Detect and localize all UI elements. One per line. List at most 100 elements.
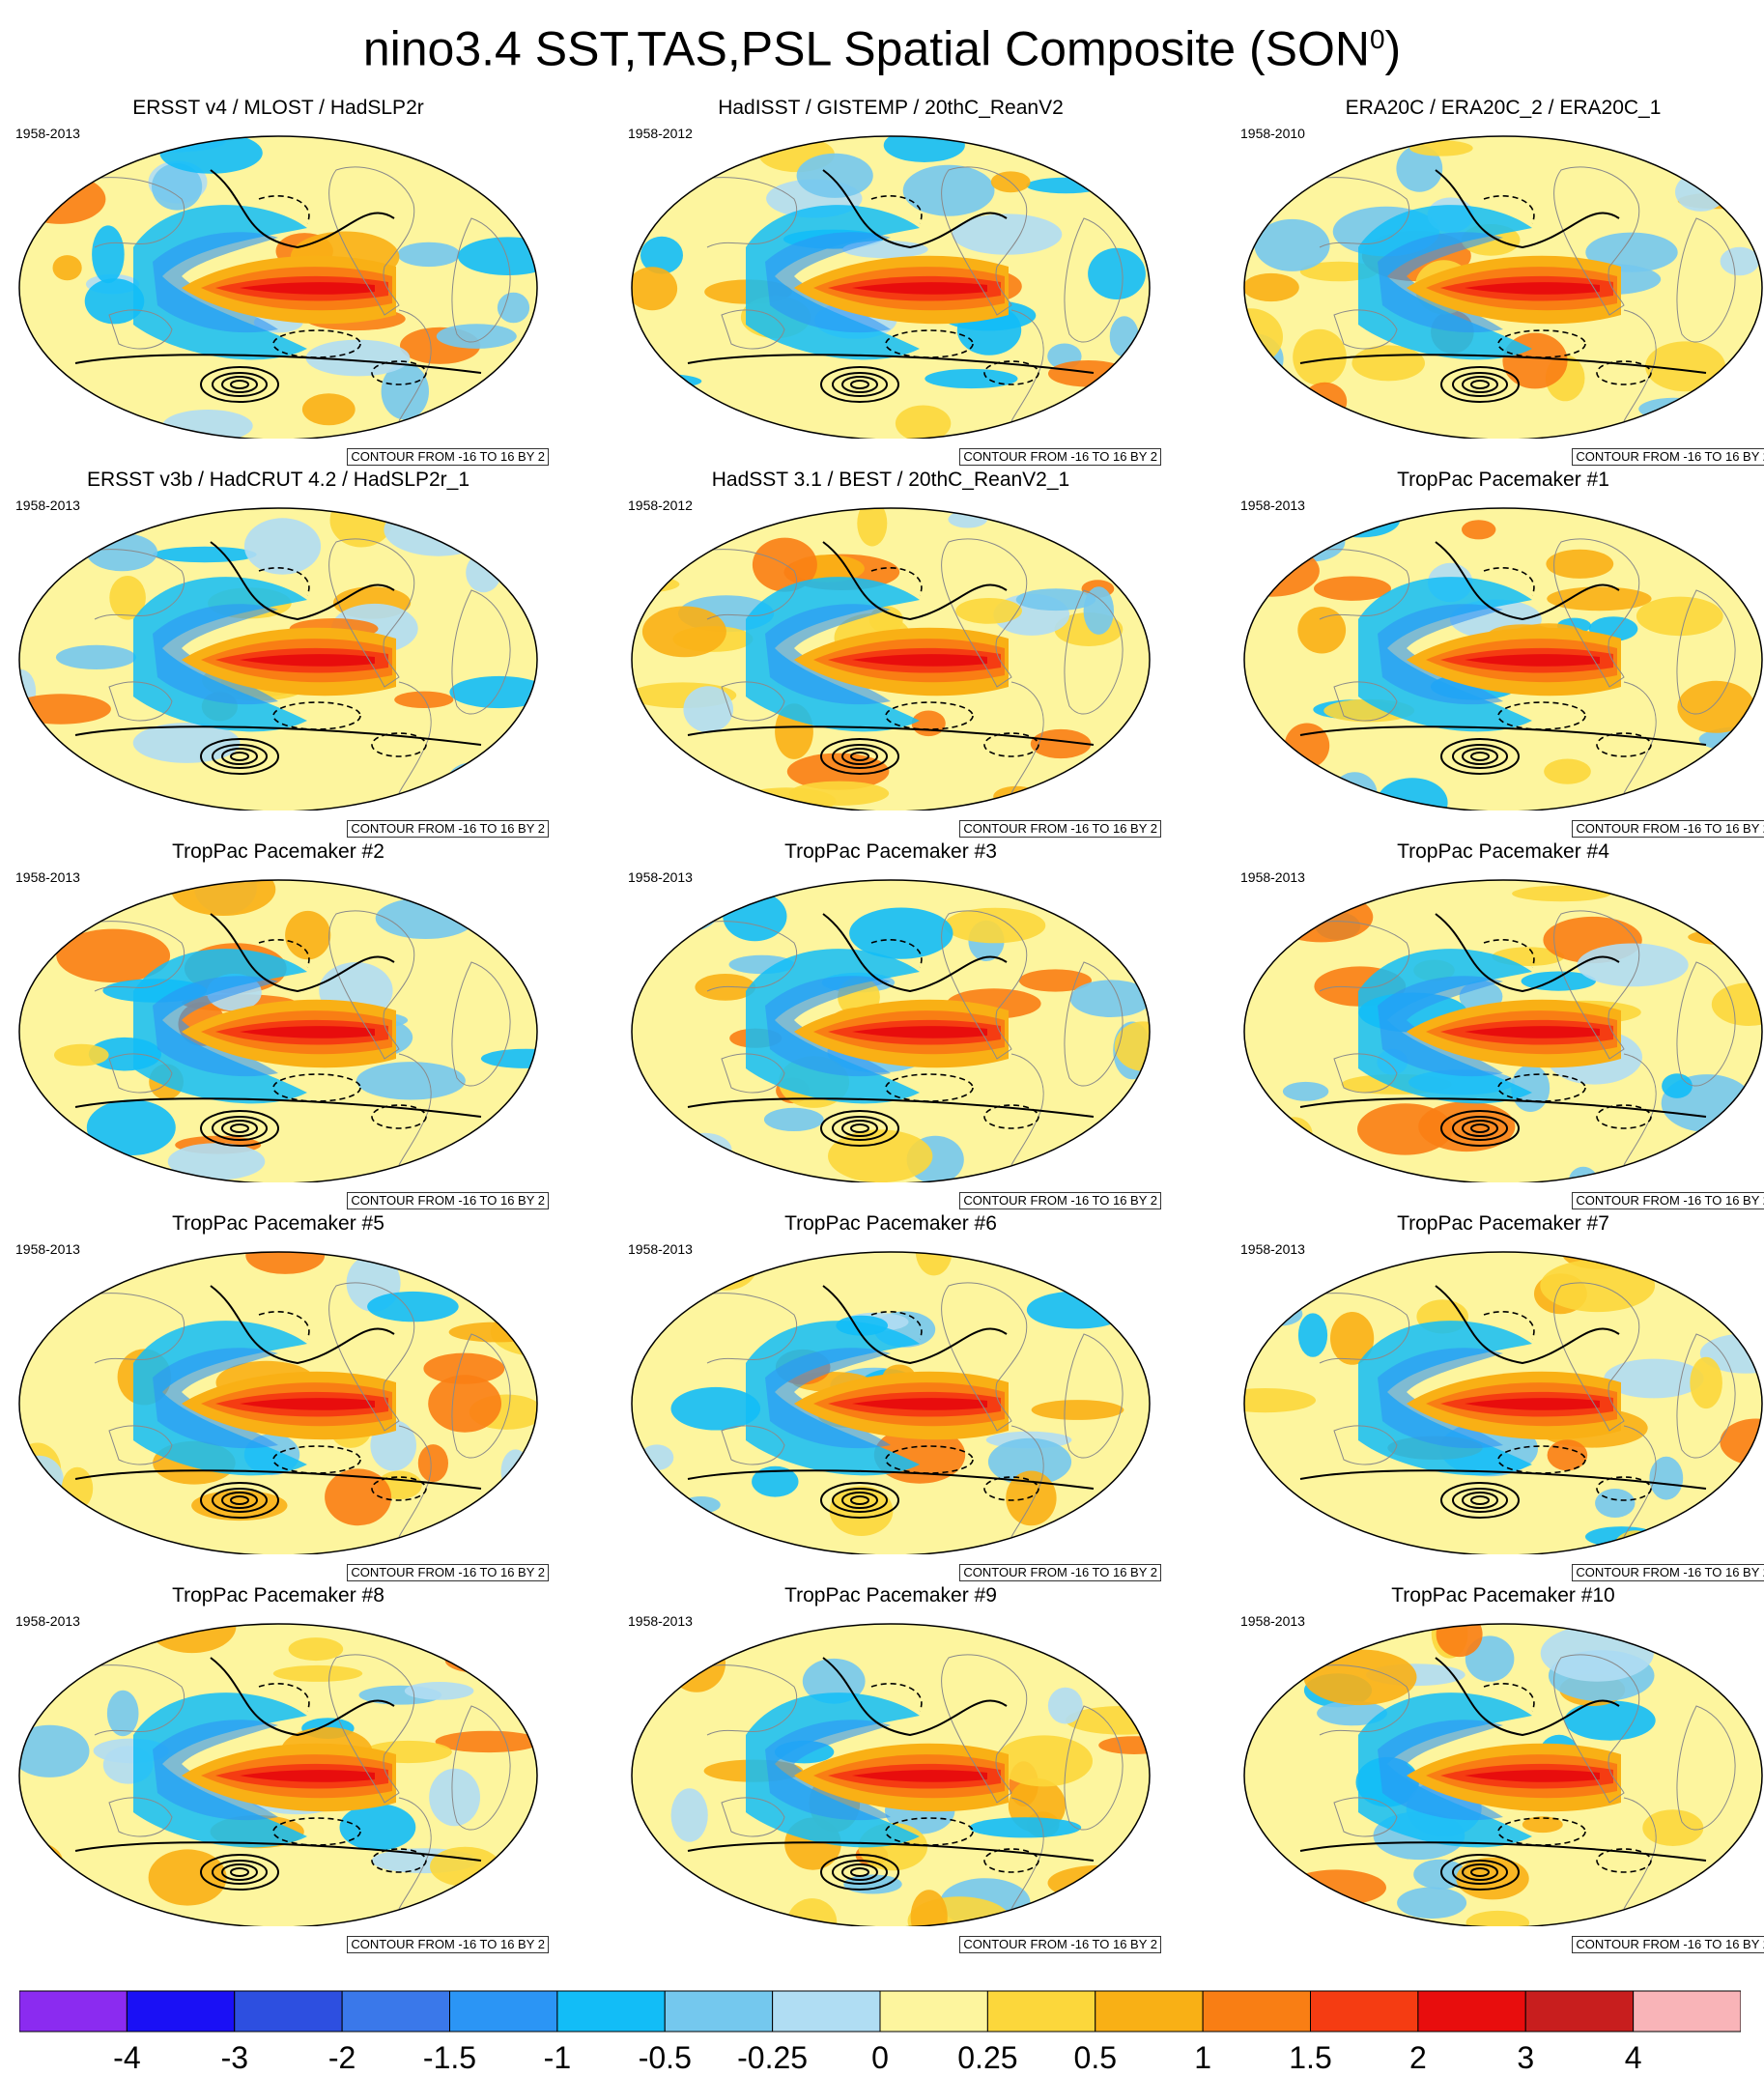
cool-horseshoe (746, 577, 920, 732)
warm-anomaly-patch (828, 1129, 933, 1182)
cool-anomaly-patch (71, 1908, 153, 1926)
cool-horseshoe-core (153, 976, 278, 1077)
cool-anomaly-patch (1577, 943, 1689, 987)
contour-info-box: CONTOUR FROM -16 TO 16 BY 2 (1572, 1564, 1764, 1581)
warm-tongue-peak (240, 282, 375, 295)
psl-contour-negative (1497, 1445, 1586, 1474)
psl-contour-positive (832, 372, 888, 397)
warm-anomaly-patch (1540, 1259, 1656, 1313)
psl-contour-negative (885, 1817, 974, 1846)
panel-title: TropPac Pacemaker #8 (172, 1584, 384, 1607)
warm-tongue-peak (852, 1398, 987, 1410)
south-america-outline (1010, 1425, 1044, 1538)
panel-years: 1958-2013 (1240, 1613, 1305, 1629)
warm-anomaly-patch (394, 691, 454, 708)
warm-anomaly-patch (632, 267, 678, 311)
warm-anomaly-patch (79, 508, 153, 522)
asia-outline (668, 177, 798, 248)
americas-outline (941, 1282, 1028, 1432)
warm-anomaly-patch (1544, 758, 1591, 784)
contour-info-box: CONTOUR FROM -16 TO 16 BY 2 (347, 1564, 549, 1581)
colorbar-tick-label: -1 (543, 2040, 572, 2075)
warm-anomaly-patch (1114, 1021, 1150, 1071)
map-panel: TropPac Pacemaker #1 1958-2013 CONTOUR FRO… (1233, 469, 1764, 843)
psl-contour-negative (1497, 701, 1586, 730)
warm-anomaly-patch (1462, 520, 1496, 540)
africa-outline (451, 217, 511, 343)
global-map (631, 135, 1151, 439)
asia-outline (1280, 549, 1410, 620)
south-america-outline (1623, 309, 1657, 422)
psl-contour-positive (221, 376, 258, 393)
warm-anomaly-patch (1287, 1869, 1386, 1906)
psl-contour-negative (272, 1073, 361, 1102)
africa-outline (1676, 217, 1736, 343)
colorbar-tick-label: -0.25 (737, 2040, 809, 2075)
psl-contour-positive (832, 1116, 888, 1141)
warm-anomaly-patch (61, 1466, 94, 1510)
south-america-outline (1010, 1053, 1044, 1166)
cool-anomaly-patch (1244, 1884, 1323, 1926)
warm-anomaly-patch (1099, 1516, 1137, 1554)
psl-contour-positive (1452, 1488, 1508, 1513)
psl-contour-negative (870, 567, 923, 596)
colorbar-swatch (772, 1990, 881, 2033)
warm-anomaly-patch (944, 907, 1046, 944)
americas-outline (941, 910, 1028, 1060)
australia-outline (721, 1053, 785, 1094)
cool-anomaly-patch (796, 153, 873, 198)
australia-outline (721, 309, 785, 350)
warm-tongue-peak (1465, 1026, 1600, 1038)
map-border (1243, 135, 1763, 439)
contour-info-box: CONTOUR FROM -16 TO 16 BY 2 (959, 1564, 1161, 1581)
psl-contour-positive (1440, 366, 1520, 403)
psl-contour-positive (200, 1110, 279, 1147)
panel-years: 1958-2013 (15, 869, 80, 885)
map-border (18, 507, 538, 810)
cool-anomaly-patch (497, 292, 530, 324)
warm-anomaly-patch (492, 1290, 537, 1322)
cool-anomaly-patch (849, 907, 953, 959)
asia-outline (668, 549, 798, 620)
americas-outline (1553, 538, 1640, 688)
warm-anomaly-patch (477, 1273, 537, 1294)
panel-title: TropPac Pacemaker #5 (172, 1212, 384, 1235)
warm-anomaly-patch (413, 880, 519, 905)
psl-contour-positive (1435, 1285, 1620, 1365)
cool-anomaly-patch (1413, 1859, 1467, 1890)
main-title-text: nino3.4 SST,TAS,PSL Spatial Composite (S… (362, 21, 1370, 76)
psl-contour-positive (74, 1097, 482, 1118)
cool-horseshoe (133, 577, 307, 732)
cool-horseshoe-core (1378, 1348, 1503, 1449)
cool-anomaly-patch (55, 644, 136, 669)
south-america-outline (398, 1053, 432, 1166)
africa-outline (1676, 961, 1736, 1087)
psl-contour-negative (1596, 732, 1652, 757)
warm-anomaly-patch (285, 910, 331, 960)
warm-anomaly-patch (1284, 723, 1330, 769)
cool-horseshoe (133, 1692, 307, 1848)
warm-tongue-peak (1465, 1398, 1600, 1410)
psl-contour-negative (870, 1683, 923, 1712)
cool-anomaly-patch (404, 1682, 474, 1700)
south-america-outline (398, 1797, 432, 1910)
warm-anomaly-patch (1297, 607, 1347, 654)
americas-outline (328, 910, 415, 1060)
psl-contour-positive (850, 1495, 869, 1505)
panel-years: 1958-2013 (15, 1613, 80, 1629)
australia-outline (1333, 1797, 1398, 1837)
cool-anomaly-patch (1088, 247, 1146, 299)
cool-horseshoe-core (153, 604, 278, 705)
south-america-outline (1623, 1797, 1657, 1910)
psl-contour-positive (832, 1860, 888, 1885)
warm-anomaly-patch (1546, 549, 1614, 579)
psl-contour-positive (820, 1482, 899, 1519)
panel-title: TropPac Pacemaker #2 (172, 840, 384, 863)
psl-contour-positive (210, 169, 395, 249)
psl-contour-positive (822, 913, 1008, 993)
map-panel: TropPac Pacemaker #6 1958-2013 CONTOUR FRO… (620, 1212, 1161, 1587)
warm-anomaly-patch (1047, 1864, 1150, 1901)
psl-contour-positive (230, 1123, 249, 1133)
cool-anomaly-patch (436, 136, 467, 153)
map-panel: ERSST v3b / HadCRUT 4.2 / HadSLP2r_1 1958… (8, 469, 549, 843)
